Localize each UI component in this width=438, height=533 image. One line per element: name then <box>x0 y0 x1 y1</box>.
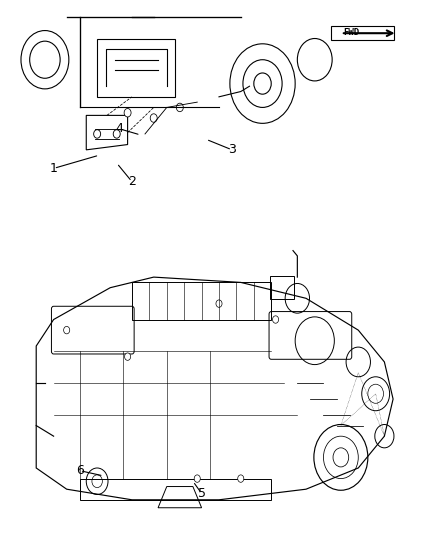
Circle shape <box>177 103 184 112</box>
Text: 3: 3 <box>228 143 236 156</box>
Text: 6: 6 <box>76 464 84 477</box>
Circle shape <box>124 353 131 360</box>
Text: 2: 2 <box>128 175 136 188</box>
Circle shape <box>64 326 70 334</box>
Circle shape <box>216 300 222 308</box>
Circle shape <box>194 475 200 482</box>
Text: FWD: FWD <box>343 28 359 37</box>
Circle shape <box>238 475 244 482</box>
Circle shape <box>272 316 279 323</box>
Text: 5: 5 <box>198 487 205 500</box>
Circle shape <box>124 109 131 117</box>
Text: 4: 4 <box>115 122 123 135</box>
Circle shape <box>150 114 157 122</box>
Text: 1: 1 <box>49 162 57 175</box>
